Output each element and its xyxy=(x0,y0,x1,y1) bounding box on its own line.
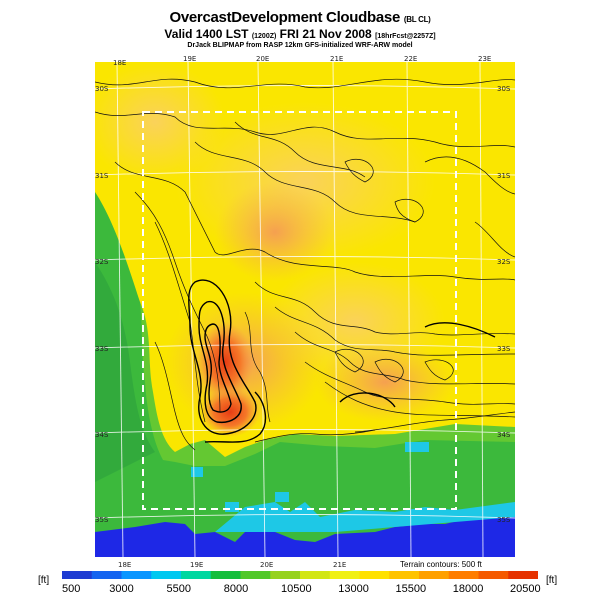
lon-label-top: 19E xyxy=(183,55,197,63)
colorbar-swatch xyxy=(91,571,122,579)
colorbar-swatch xyxy=(478,571,509,579)
colorbar-swatch xyxy=(419,571,450,579)
colorbar-tick-label: 18000 xyxy=(452,583,484,595)
colorbar xyxy=(62,571,538,579)
colorbar-tick-label: 500 xyxy=(62,583,81,595)
lat-label-left: 33S xyxy=(95,345,109,353)
colorbar-swatch xyxy=(300,571,331,579)
model-description: DrJack BLIPMAP from RASP 12km GFS-initia… xyxy=(187,42,413,49)
colorbar-swatch xyxy=(508,571,538,579)
lon-label-bottom: 21E xyxy=(333,561,347,569)
lon-label-bottom: 20E xyxy=(260,561,274,569)
colorbar-unit-left: [ft] xyxy=(38,575,50,586)
lat-label-right: 32S xyxy=(497,258,511,266)
lon-label-bottom: 18E xyxy=(118,561,132,569)
lat-label-left: 32S xyxy=(95,258,109,266)
colorbar-tick-label: 10500 xyxy=(281,583,312,595)
colorbar-swatch xyxy=(448,571,479,579)
colorbar-swatch xyxy=(151,571,182,579)
colorbar-unit-right: [ft] xyxy=(546,575,558,586)
colorbar-tick-label: 8000 xyxy=(223,583,249,595)
lat-label-left: 30S xyxy=(95,85,109,93)
lon-label-bottom: 19E xyxy=(190,561,204,569)
colorbar-tick-label: 5500 xyxy=(166,583,191,595)
colorbar-tick-label: 20500 xyxy=(510,583,541,595)
colorbar-swatch xyxy=(359,571,390,579)
colorbar-swatch xyxy=(181,571,212,579)
lat-label-left: 35S xyxy=(95,516,109,524)
colorbar-swatch xyxy=(210,571,241,579)
forecast-map xyxy=(95,62,515,557)
lon-label-top: 22E xyxy=(404,55,418,63)
lat-label-right: 35S xyxy=(497,516,511,524)
colorbar-tick-label: 15500 xyxy=(395,583,427,595)
lat-label-right: 30S xyxy=(497,85,511,93)
lon-label-top: 23E xyxy=(478,55,492,63)
colorbar-swatch xyxy=(270,571,301,579)
lat-label-right: 33S xyxy=(497,345,511,353)
lat-label-left: 34S xyxy=(95,431,109,439)
colorbar-swatch xyxy=(62,571,93,579)
lat-label-right: 34S xyxy=(497,431,511,439)
lat-label-right: 31S xyxy=(497,172,511,180)
lat-label-left: 31S xyxy=(95,172,109,180)
lon-label-top: 20E xyxy=(256,55,270,63)
lon-label-top: 18E xyxy=(113,59,127,67)
colorbar-swatch xyxy=(121,571,152,579)
terrain-contour-note: Terrain contours: 500 ft xyxy=(400,560,482,569)
colorbar-swatch xyxy=(240,571,271,579)
colorbar-tick-label: 13000 xyxy=(338,583,369,595)
lon-label-top: 21E xyxy=(330,55,344,63)
colorbar-tick-label: 3000 xyxy=(109,583,134,595)
valid-time-line: Valid 1400 LST (1200Z) FRI 21 Nov 2008 [… xyxy=(164,27,436,41)
colorbar-swatch xyxy=(329,571,360,579)
colorbar-swatch xyxy=(389,571,420,579)
map-title: OvercastDevelopment Cloudbase (BL CL) xyxy=(169,9,431,26)
